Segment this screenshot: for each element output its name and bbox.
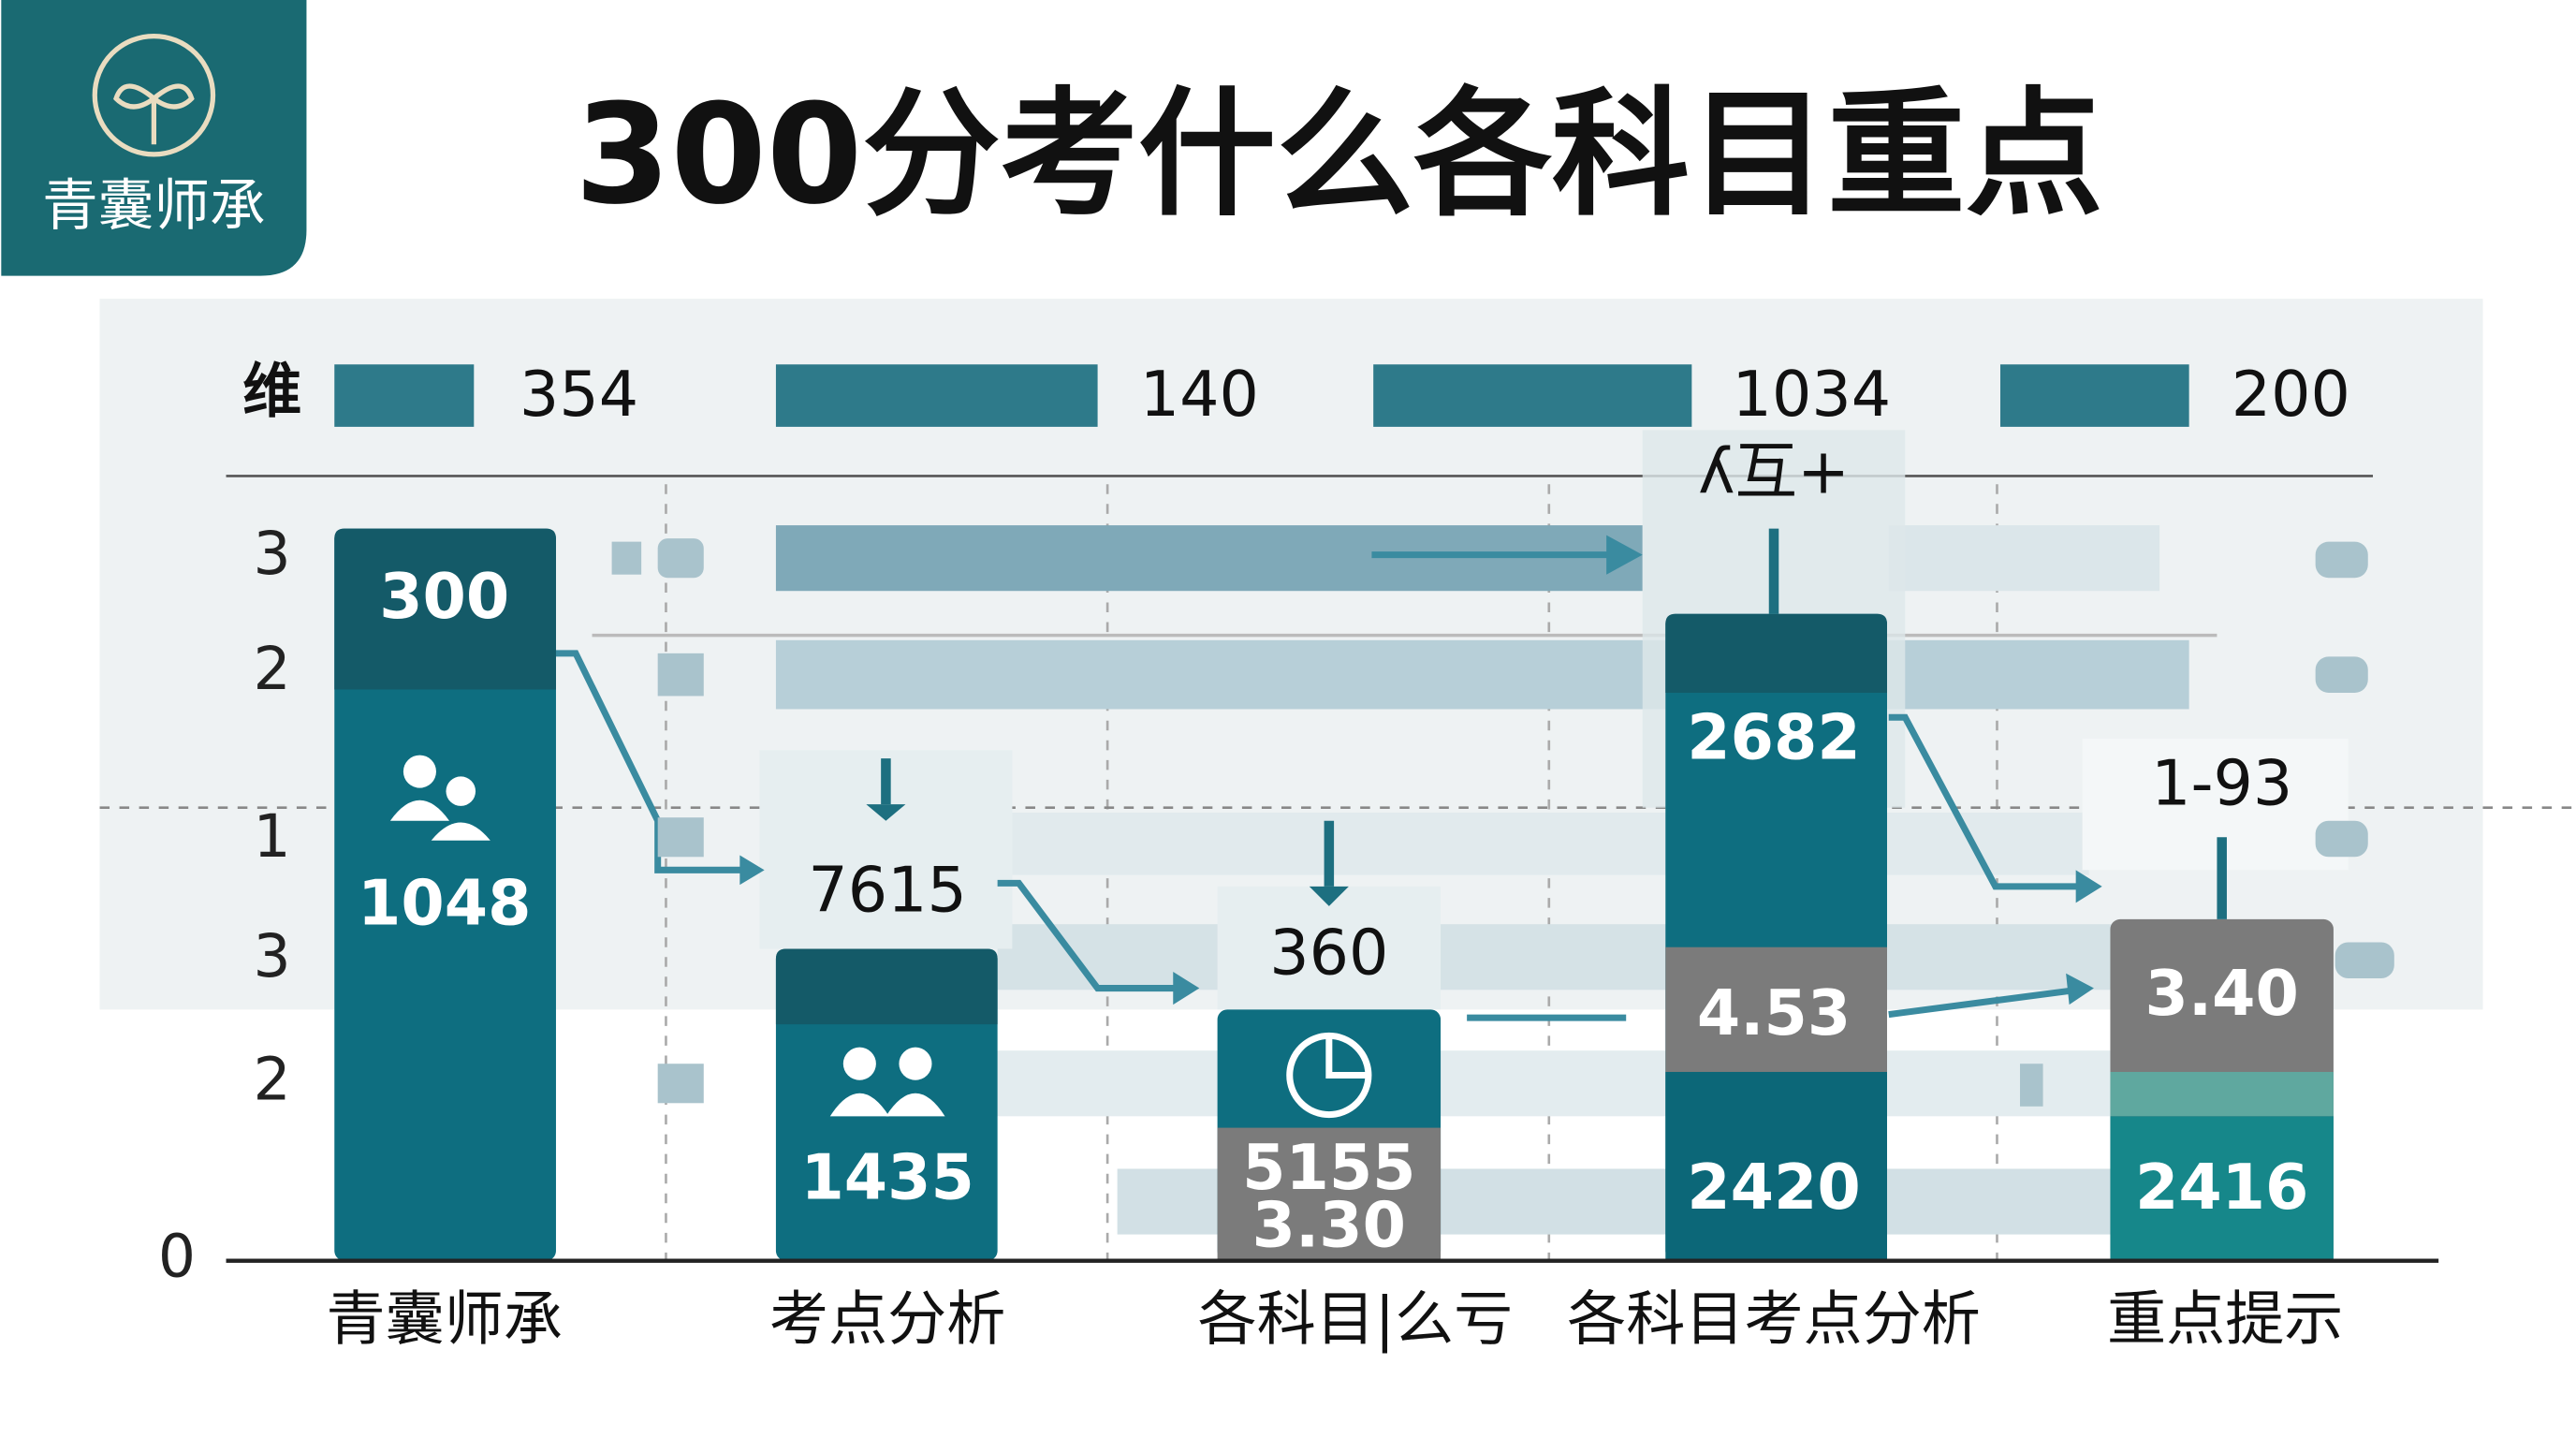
- category: 各科目|么亏: [1197, 1284, 1513, 1354]
- top-value: 140: [1140, 358, 1259, 431]
- y-label: 2: [254, 1044, 291, 1113]
- bar-label: 1435: [800, 1141, 973, 1214]
- people-icon: [389, 755, 490, 841]
- arrowhead: [739, 535, 2102, 1005]
- logo-icon: [113, 83, 195, 145]
- top-value: 200: [2232, 358, 2350, 431]
- bar-segment: [775, 948, 998, 1025]
- callout-box: [2082, 739, 2349, 871]
- bar-label: 1048: [358, 867, 531, 940]
- bar: [775, 948, 998, 1261]
- band: [1888, 525, 2160, 592]
- bar-label: 300: [379, 560, 509, 633]
- y-label: 3: [254, 519, 291, 588]
- bar-segment: [1665, 1071, 1887, 1261]
- callout-box: [1217, 886, 1442, 1010]
- category: 重点提示: [2107, 1284, 2343, 1353]
- bar-segment: [2110, 1071, 2334, 1117]
- bar-segment: [1217, 1127, 1442, 1261]
- y-label: 1: [254, 801, 291, 871]
- connector: [881, 528, 2227, 919]
- bar-segment: [2110, 1116, 2334, 1261]
- top-bar: [334, 364, 475, 427]
- bar-label: 5155: [1242, 1131, 1415, 1204]
- category: 各科目考点分析: [1567, 1284, 1981, 1353]
- bar-label: 3.40: [2145, 957, 2299, 1030]
- bar-segment: [334, 528, 556, 690]
- band: [775, 639, 2189, 710]
- pie-icon: [1286, 1032, 1372, 1119]
- top-bar: [775, 364, 1098, 427]
- bar-label: 2420: [1687, 1151, 1860, 1224]
- band: [997, 924, 2114, 990]
- category: 青囊师承: [327, 1284, 563, 1353]
- people-icon: [829, 1047, 945, 1117]
- title: 300分考什么各科目重点: [575, 74, 2103, 235]
- bar-label: 2682: [1687, 701, 1860, 774]
- callout: 1-93: [2151, 747, 2292, 820]
- category: 考点分析: [769, 1284, 1005, 1353]
- bar-label: 360: [1269, 916, 1388, 989]
- y-label: 2: [254, 634, 291, 703]
- arrow: [555, 551, 2083, 1021]
- faint-icon: [611, 538, 2394, 1107]
- bar-label: 2416: [2135, 1151, 2308, 1224]
- bar-segment: [1665, 613, 1887, 693]
- y-label: 0: [158, 1222, 196, 1291]
- callout: ʎ互+: [1698, 435, 1850, 508]
- logo-text: 青囊师承: [42, 174, 265, 239]
- bar-label: 7615: [808, 854, 967, 927]
- bar-label: 4.53: [1697, 976, 1851, 1049]
- bar-label: 3.30: [1252, 1188, 1406, 1261]
- top-value: 354: [520, 358, 638, 431]
- y-label: 3: [254, 921, 291, 990]
- band: [997, 1050, 2114, 1117]
- logo-icon: [92, 33, 216, 157]
- top-label: 维: [242, 357, 301, 426]
- top-bar: [1999, 364, 2189, 427]
- top-value: 1034: [1733, 358, 1892, 431]
- top-bar: [1373, 364, 1692, 427]
- bar: [334, 528, 556, 1261]
- bar-segment: [1665, 946, 1887, 1072]
